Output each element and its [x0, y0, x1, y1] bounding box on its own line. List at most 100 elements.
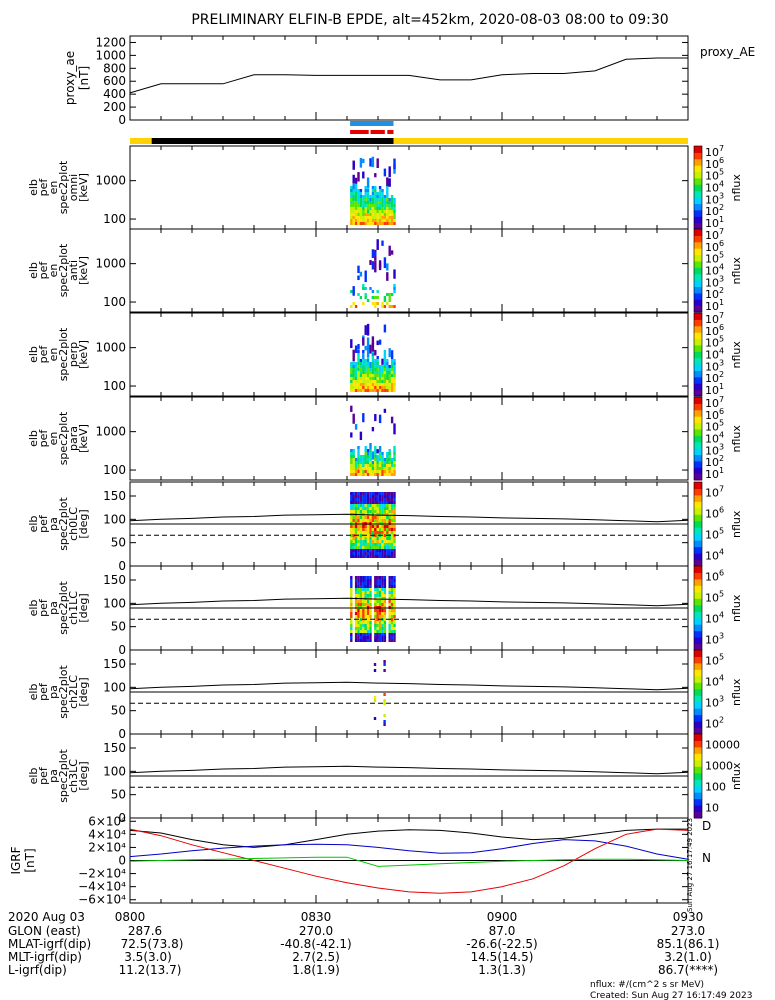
pa-ch1-cell	[381, 615, 384, 618]
en-para-cell	[362, 413, 365, 423]
en-para-cell	[378, 461, 382, 464]
en-para-cell	[369, 467, 372, 470]
pa-ch3-colorbar-tick: 100	[705, 781, 726, 794]
pa-ch3-colorbar-tick: 10	[705, 802, 719, 815]
pa-ch1-cell	[388, 639, 391, 642]
pa-ch3-tick-label: 50	[111, 788, 126, 802]
pa-ch1-cell	[383, 603, 387, 606]
igrf-tick-label: 0	[118, 854, 126, 868]
pa-ch1-cell	[374, 594, 377, 597]
pa-ch0-cell	[359, 510, 363, 513]
pa-ch3-colorbar-tick: 10000	[705, 739, 740, 752]
pa-ch0-tick-label: 150	[103, 489, 126, 503]
igrf-tick-label: −2×10⁴	[78, 867, 126, 881]
pa-ch0-cell	[383, 528, 387, 531]
pa-ch0-cell	[357, 495, 360, 498]
pa-ch0-cell	[352, 528, 355, 531]
en-omni-cell	[381, 207, 384, 210]
pa-ch1-cell	[364, 603, 367, 606]
en-omni-cell	[364, 219, 367, 222]
en-omni-cell	[352, 189, 355, 192]
pa-ch0-cell	[376, 510, 379, 513]
pa-ch1-cell	[393, 624, 396, 627]
pa-ch1-cell	[383, 585, 387, 588]
en-perp-cell	[374, 380, 377, 383]
proxy-ae-legend: proxy_AE	[700, 45, 755, 59]
pa-ch2-tick-label: 100	[103, 680, 126, 694]
pa-ch1-cell	[359, 627, 363, 630]
en-anti-cell	[383, 305, 387, 308]
en-para-cell	[371, 461, 375, 464]
en-omni-cell	[386, 195, 389, 198]
pa-ch0-cell	[366, 516, 370, 519]
pa-ch1-cell	[381, 576, 384, 579]
pa-ch0-cell	[393, 540, 396, 543]
pa-ch1-cell	[376, 627, 379, 630]
en-omni-colorbar-cell	[694, 171, 702, 179]
pa-ch0-cell	[376, 543, 379, 546]
en-para-ylabel: pef	[37, 429, 50, 448]
en-omni-cell	[366, 213, 370, 216]
pa-ch1-cell	[366, 582, 370, 585]
pa-ch0-cell	[374, 552, 377, 555]
pa-ch2-tick-label: 150	[103, 657, 126, 671]
pa-ch1-cell	[374, 633, 377, 636]
en-omni-cell	[383, 213, 387, 216]
pa-ch1-cell	[378, 633, 382, 636]
en-anti-cell	[378, 260, 382, 271]
en-omni-cell	[364, 192, 367, 195]
en-omni-cell	[359, 201, 363, 204]
en-perp-cell	[357, 344, 360, 350]
pa-ch1-cell	[381, 624, 384, 627]
pa-ch0-cell	[369, 531, 372, 534]
pa-ch1-cell	[350, 630, 353, 633]
en-omni-cell	[364, 198, 367, 201]
en-anti-cell	[364, 293, 367, 296]
en-perp-cell	[376, 365, 379, 368]
pa-ch1-cell	[388, 594, 391, 597]
en-para-cell	[388, 452, 391, 455]
en-perp-cell	[362, 386, 365, 389]
en-omni-colorbar-tick: 106	[705, 156, 724, 171]
en-omni-cell	[378, 222, 382, 225]
en-perp-cell	[357, 362, 360, 365]
pa-ch2-ylabel: elb	[27, 684, 40, 701]
pa-ch0-cell	[388, 528, 391, 531]
en-para-cell	[366, 464, 370, 467]
en-omni-cell	[376, 222, 379, 225]
pa-ch3-tick-label: 100	[103, 764, 126, 778]
pa-ch0-lc-upper-line	[129, 513, 689, 523]
pa-ch0-colorbar-cell	[694, 540, 702, 548]
pa-ch0-cell	[390, 528, 394, 531]
en-perp-cell	[362, 374, 365, 377]
igrf-tick-label: −4×10⁴	[78, 880, 126, 894]
pa-ch1-ylabel: elb	[27, 600, 40, 617]
en-perp-cell	[362, 368, 365, 371]
en-anti-ylabel: anti	[67, 260, 80, 281]
en-para-cell	[390, 461, 394, 464]
en-para-cell	[359, 473, 363, 476]
pa-ch1-cell	[390, 633, 394, 636]
en-perp-cell	[366, 347, 370, 358]
en-perp-cell	[383, 368, 387, 371]
en-perp-cell	[350, 368, 353, 371]
en-perp-cell	[352, 389, 355, 392]
en-omni-cell	[393, 204, 396, 207]
pa-ch0-cell	[376, 537, 379, 540]
pa-ch1-cell	[390, 636, 394, 639]
en-para-cell	[350, 458, 353, 461]
pa-ch0-cell	[383, 549, 387, 552]
en-perp-colorbar-tick: 105	[705, 335, 724, 350]
en-perp-cell	[390, 359, 394, 362]
pa-ch0-cell	[369, 495, 372, 498]
proxy-ae-ylabel: proxy_ae	[63, 51, 77, 105]
pa-ch1-cell	[374, 585, 377, 588]
en-perp-cell	[371, 362, 375, 365]
en-anti-cell	[381, 240, 384, 246]
pa-ch0-cell	[350, 495, 353, 498]
en-anti-colorbar-tick: 102	[705, 286, 724, 301]
pa-ch1-cell	[378, 636, 382, 639]
en-perp-cell	[371, 336, 375, 345]
en-para-cell	[371, 451, 375, 460]
pa-ch0-cell	[350, 516, 353, 519]
